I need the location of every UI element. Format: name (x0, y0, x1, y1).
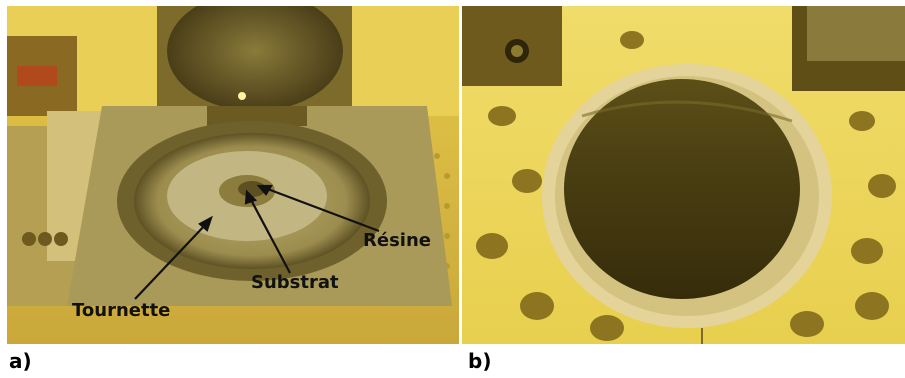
photo-coated-wafer (462, 6, 905, 344)
label-substrat: Substrat (251, 272, 339, 293)
label-resine: Résine (363, 230, 431, 251)
coated-wafer-illustration (462, 6, 905, 344)
spin-coater-illustration (7, 6, 459, 344)
panel-label-b: b) (468, 349, 492, 373)
label-tournette: Tournette (72, 300, 171, 321)
photo-spin-coater: Résine Substrat Tournette (7, 6, 459, 344)
panel-label-a: a) (9, 349, 32, 373)
